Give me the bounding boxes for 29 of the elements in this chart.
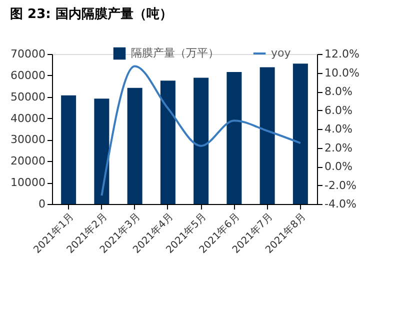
bar: [61, 95, 76, 204]
bar: [226, 72, 242, 204]
y2-tick-label: -2.0%: [324, 178, 356, 192]
y-tick-label: 70000: [10, 48, 46, 60]
chart-title: 图 23: 国内隔膜产量（吨）: [10, 6, 172, 22]
y2-tick-label: 10.0%: [324, 66, 360, 80]
y2-tick-label: -4.0%: [324, 198, 356, 210]
y-tick-label: 40000: [10, 112, 46, 125]
y-tick-label: 60000: [10, 68, 46, 82]
bar: [127, 88, 142, 204]
bar: [260, 67, 275, 204]
y-tick-label: 10000: [10, 176, 46, 190]
bar: [160, 80, 176, 204]
y2-tick-label: 8.0%: [324, 85, 352, 98]
y2-tick-label: 6.0%: [324, 104, 352, 117]
legend-label: yoy: [271, 46, 292, 60]
legend-label: 隔膜产量（万平）: [131, 46, 219, 60]
y-tick-label: 30000: [10, 133, 46, 146]
y-tick-label: 50000: [10, 90, 46, 104]
bar: [194, 78, 209, 204]
bar: [292, 64, 308, 204]
y-tick-label: 20000: [10, 154, 46, 168]
y2-tick-label: 4.0%: [324, 122, 352, 136]
y2-tick-label: 2.0%: [324, 141, 352, 154]
y2-tick-label: 0.0%: [324, 160, 352, 173]
y-tick-label: 0: [38, 198, 46, 210]
line-series: [100, 65, 302, 197]
y2-tick-label: 12.0%: [324, 48, 360, 60]
bar: [94, 98, 110, 204]
